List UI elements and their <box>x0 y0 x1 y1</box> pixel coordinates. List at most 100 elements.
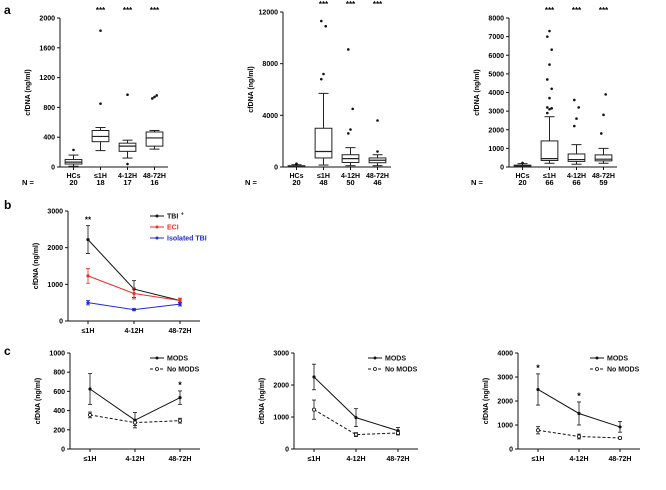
data-point <box>88 412 93 417</box>
data-point <box>618 435 623 440</box>
y-tick-label: 0 <box>285 447 289 454</box>
x-tick-label: 4-12H <box>569 456 588 463</box>
y-tick-label: 5000 <box>488 71 504 78</box>
n-value-label: 20 <box>292 178 300 187</box>
n-value-label: 50 <box>346 178 354 187</box>
y-axis-label: cfDNA (ng/ml) <box>35 378 42 424</box>
y-tick-label: 0 <box>500 165 504 172</box>
line-chart-b: 0 1000 2000 3000 cfDNA (ng/ml) ≤1H 4-12H 48-72H… <box>33 209 207 336</box>
outlier-point <box>320 19 323 23</box>
y-tick-label: 0 <box>274 165 278 172</box>
outlier-point <box>347 132 350 135</box>
box-0 <box>287 162 306 168</box>
legend-label: No MODS <box>607 367 640 374</box>
x-tick-label: 4-12H <box>124 328 143 335</box>
x-tick-label: 48-72H <box>366 173 389 180</box>
legend-label: ECI <box>167 225 179 232</box>
x-tick-label: ≤1H <box>317 173 330 180</box>
series-eci <box>86 268 182 304</box>
data-point <box>577 411 581 416</box>
outlier-point <box>322 72 325 76</box>
legend-marker <box>155 214 159 218</box>
y-tick-label: 0 <box>51 165 55 172</box>
data-point <box>132 420 137 425</box>
x-tick-label: 4-12H <box>341 173 360 180</box>
y-axis-label: cfDNA (ng/ml) <box>25 69 32 115</box>
data-point <box>88 387 92 391</box>
significance-label: *** <box>150 6 160 15</box>
significance-label: * <box>577 391 581 401</box>
significance-label: * <box>178 380 182 390</box>
outlier-point <box>602 113 605 117</box>
outlier-point <box>126 93 129 97</box>
legend-marker <box>155 356 159 360</box>
x-tick-label: ≤1H <box>543 173 556 180</box>
y-tick-label: 0 <box>61 447 65 454</box>
significance-label: *** <box>545 6 555 15</box>
legend-marker <box>155 236 159 240</box>
outlier-point <box>600 132 603 135</box>
y-tick-label: 1000 <box>47 282 63 289</box>
line-chart-c2: 0 1000 2000 3000 cfDNA (ng/ml) ≤1H 4-12H 48-72H… <box>259 351 418 463</box>
y-tick-label: 12000 <box>259 10 279 17</box>
legend: MODS No MODS <box>590 356 640 374</box>
line-chart-c3: 0 1000 2000 3000 4000 cfDNA (ng/ml) ≤1H 4-12H 48… <box>483 351 640 463</box>
outlier-point <box>577 106 580 109</box>
outlier-point <box>550 107 553 110</box>
outlier-point <box>604 93 607 96</box>
x-tick-label: 4-12H <box>125 456 144 463</box>
y-tick-label: 600 <box>53 389 65 396</box>
legend-marker <box>595 356 599 360</box>
box-chart-a3: 0 1000 2000 3000 4000 5000 6000 7000 8000 cfDNA (… <box>471 6 617 187</box>
panel-label-c: c <box>4 344 11 358</box>
n-value-label: 46 <box>373 178 381 187</box>
y-tick-label: 400 <box>43 135 55 142</box>
data-point <box>618 425 622 429</box>
x-tick-label: 48-72H <box>609 456 632 463</box>
outlier-point <box>320 77 323 81</box>
y-tick-label: 200 <box>53 427 65 434</box>
significance-label: *** <box>96 6 106 15</box>
data-point <box>353 432 358 437</box>
legend-label: MODS <box>607 356 628 363</box>
outlier-point <box>295 162 298 165</box>
legend-label: No MODS <box>385 367 418 374</box>
x-tick-label: 48-72H <box>143 173 166 180</box>
n-label: N = <box>245 178 258 187</box>
outlier-point <box>99 102 102 105</box>
n-value-label: 48 <box>319 178 327 187</box>
y-tick-label: 7000 <box>488 34 504 41</box>
y-axis-label: cfDNA (ng/ml) <box>474 69 481 115</box>
data-point <box>178 396 182 400</box>
x-tick-label: ≤1H <box>532 456 545 463</box>
y-tick-label: 4000 <box>497 351 513 358</box>
n-value-label: 59 <box>599 178 607 187</box>
legend-label: No MODS <box>167 367 200 374</box>
n-value-label: 17 <box>123 178 131 187</box>
outlier-point <box>550 87 553 91</box>
panel-label-a: a <box>4 3 11 17</box>
legend-label: MODS <box>385 356 406 363</box>
outlier-point <box>99 29 102 32</box>
outlier-point <box>548 29 551 33</box>
panel-label-b: b <box>4 198 11 212</box>
y-tick-label: 800 <box>43 105 55 112</box>
n-label: N = <box>471 178 484 187</box>
x-tick-label: 48-72H <box>169 456 192 463</box>
box-3 <box>368 119 387 167</box>
legend: MODS No MODS <box>368 356 418 374</box>
y-tick-label: 1600 <box>39 45 55 52</box>
outlier-point <box>550 48 553 51</box>
n-value-label: 66 <box>572 178 580 187</box>
data-point <box>311 407 316 412</box>
box-iqr <box>314 127 333 159</box>
y-tick-label: 8000 <box>262 61 278 68</box>
legend: TBI + ECI Isolated TBI <box>150 212 207 243</box>
y-axis-label: cfDNA (ng/ml) <box>483 378 490 424</box>
x-tick-label: ≤1H <box>82 328 95 335</box>
outlier-point <box>546 35 549 38</box>
x-tick-label: 4-12H <box>118 173 137 180</box>
